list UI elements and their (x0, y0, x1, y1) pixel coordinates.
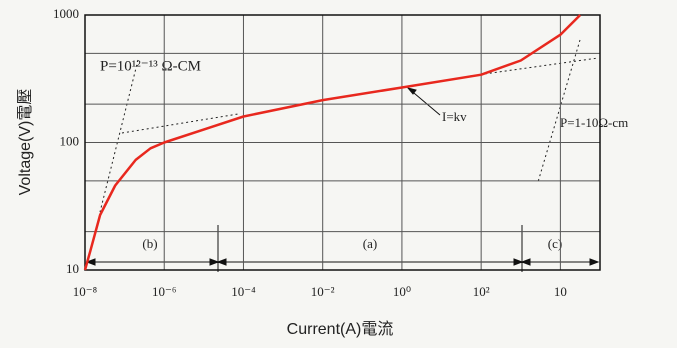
x-tick-label: 10 (554, 284, 567, 299)
plot-frame (84, 14, 601, 271)
annotation: I=kv (442, 109, 467, 124)
series-line (83, 14, 582, 271)
x-tick-label: 10⁻⁴ (231, 284, 256, 299)
y-tick-label: 10 (66, 261, 79, 276)
guide-lines (99, 39, 599, 213)
region-label: (a) (363, 236, 377, 251)
y-tick-label: 100 (60, 133, 80, 148)
y-tick-label: 1000 (53, 6, 79, 21)
x-tick-label: 10⁰ (393, 284, 411, 299)
x-tick-label: 10⁻² (311, 284, 335, 299)
arrowhead (406, 87, 417, 95)
region-label: (b) (142, 236, 157, 251)
dashed-slope (537, 39, 581, 183)
regions (85, 87, 600, 272)
annotation: P=1-10Ω-cm (560, 115, 628, 130)
x-tick-label: 10² (473, 284, 490, 299)
region-label: (c) (548, 236, 562, 251)
y-axis-label: Voltage(V)電壓 (16, 89, 34, 196)
annotation: P=10¹²⁻¹³ Ω-CM (100, 58, 201, 74)
x-tick-label: 10⁻⁸ (73, 284, 98, 299)
x-tick-label: 10⁻⁶ (152, 284, 176, 299)
dashed-fit (469, 57, 599, 77)
dashed-slope (99, 59, 139, 213)
arrowheads (85, 258, 600, 266)
x-axis-label: Current(A)電流 (287, 320, 394, 338)
